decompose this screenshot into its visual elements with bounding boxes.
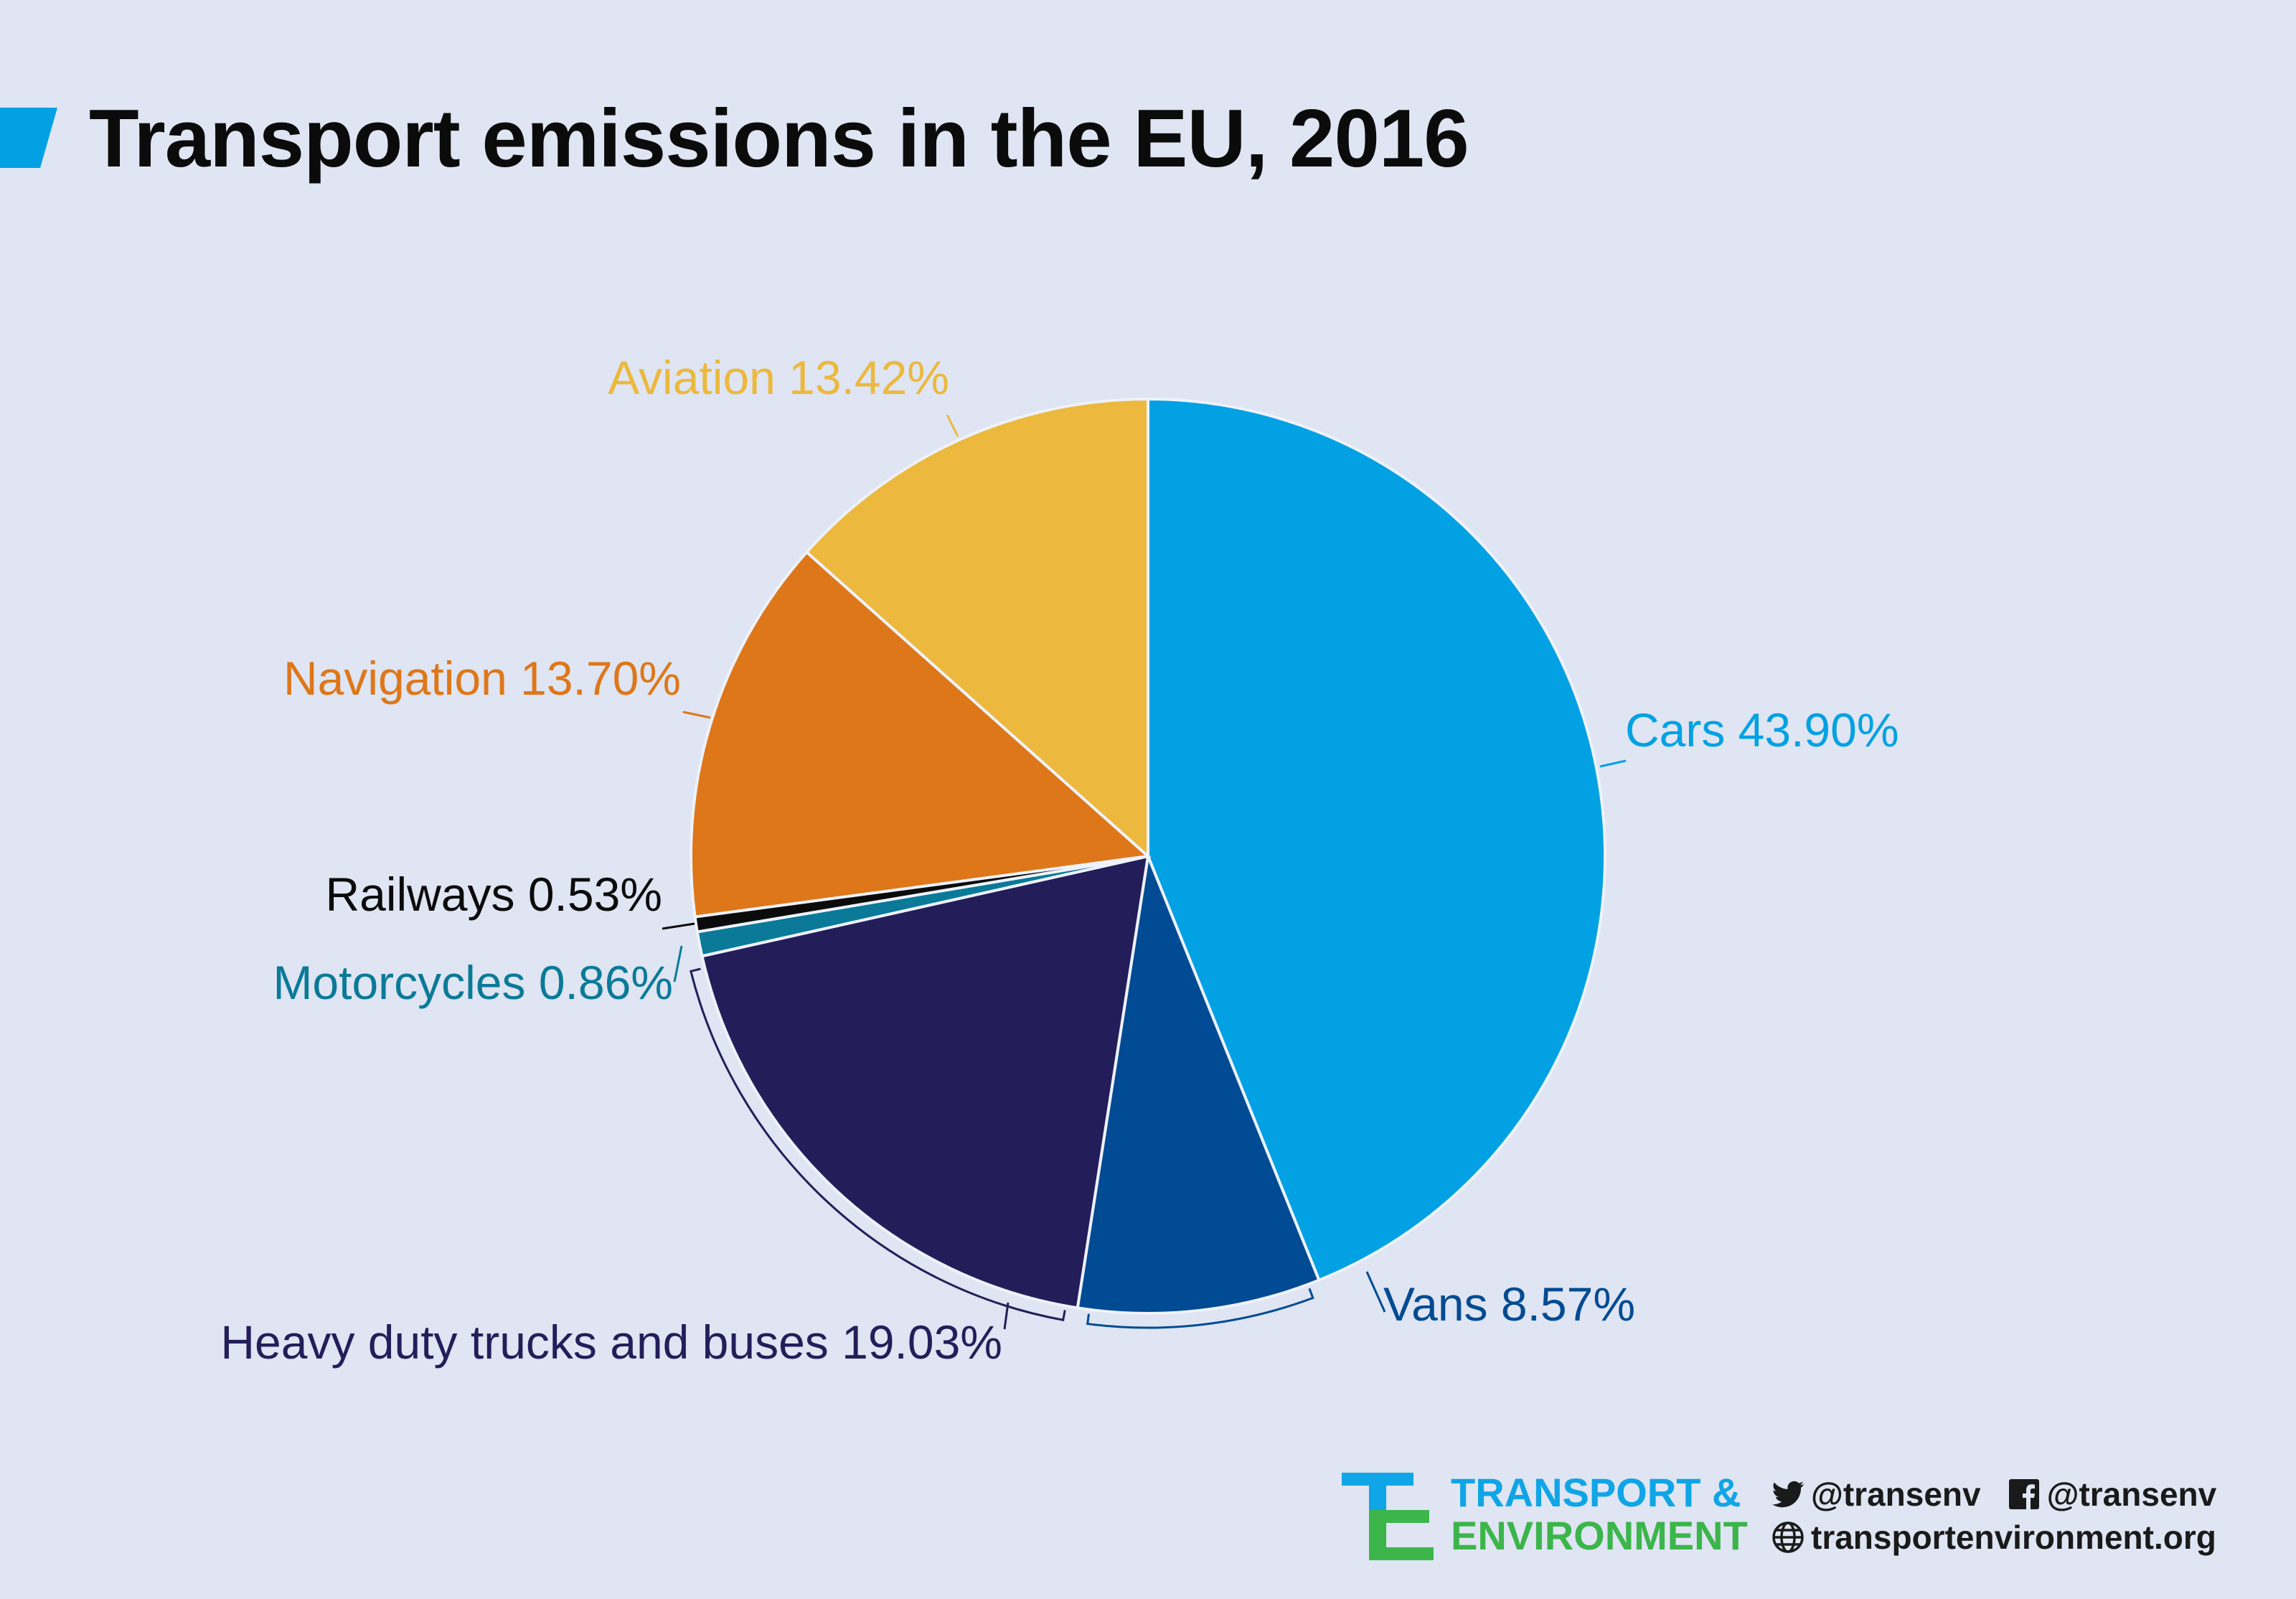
- bracket-heavy-duty: [690, 967, 1066, 1322]
- leader-line-aviation: [946, 414, 959, 437]
- facebook-handle[interactable]: @transenv: [2046, 1476, 2217, 1513]
- pie-slice-navigation: [690, 550, 1152, 919]
- data-label-railways: Railways 0.53%: [325, 868, 662, 921]
- logo-line-2: ENVIRONMENT: [1451, 1513, 1748, 1558]
- facebook-icon: [2008, 1479, 2039, 1509]
- data-label-motorcycles: Motorcycles 0.86%: [273, 956, 673, 1009]
- te-logo-icon: [1342, 1473, 1434, 1560]
- leader-line-heavy-duty: [1003, 1302, 1010, 1330]
- globe-icon: [1772, 1521, 1804, 1553]
- data-label-heavy-duty: Heavy duty trucks and buses 19.03%: [220, 1316, 1002, 1369]
- social-links: @transenv @transenv: [1771, 1473, 2216, 1559]
- leader-line-vans: [1365, 1271, 1386, 1313]
- pie-slice-heavy-duty: [700, 854, 1150, 1310]
- leader-line-navigation: [682, 711, 711, 719]
- bracket-vans: [1086, 1288, 1314, 1329]
- leader-line-railways: [662, 922, 695, 930]
- logo-line-1: TRANSPORT &: [1451, 1470, 1741, 1515]
- title-accent-mark: [0, 108, 57, 168]
- page-title: Transport emissions in the EU, 2016: [89, 93, 1469, 184]
- logo-wordmark: TRANSPORT & ENVIRONMENT: [1451, 1471, 1748, 1557]
- pie-slice-cars: [1147, 397, 1607, 1283]
- leader-line-cars: [1599, 759, 1627, 768]
- twitter-handle[interactable]: @transenv: [1811, 1476, 1981, 1513]
- data-label-aviation: Aviation 13.42%: [608, 351, 949, 404]
- data-label-cars: Cars 43.90%: [1625, 703, 1899, 756]
- footer: TRANSPORT & ENVIRONMENT @transenv @trans…: [1342, 1464, 2274, 1572]
- data-label-vans: Vans 8.57%: [1383, 1277, 1635, 1331]
- leader-line-motorcycles: [673, 945, 683, 983]
- twitter-icon: [1772, 1481, 1804, 1508]
- data-label-navigation: Navigation 13.70%: [283, 652, 681, 705]
- pie-slice-aviation: [804, 397, 1149, 860]
- pie-slice-vans: [1076, 850, 1321, 1316]
- website-link[interactable]: transportenvironment.org: [1811, 1519, 2216, 1556]
